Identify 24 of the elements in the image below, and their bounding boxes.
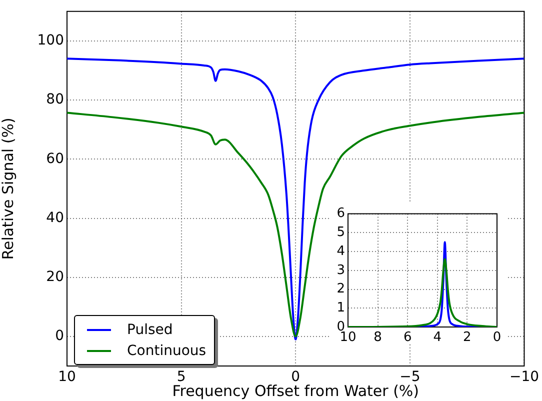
x-tick-label: 8 [374,330,382,346]
x-tick-label: 10 [58,369,76,386]
y-tick-label: 4 [336,244,345,259]
x-tick-label: 6 [403,330,412,346]
y-tick-label: 3 [336,262,345,278]
y-tick-label: 60 [46,150,64,167]
legend-label: Continuous [127,342,206,358]
line-series [348,258,497,327]
line-series [67,58,524,340]
y-axis-title: Relative Signal (%) [0,118,17,260]
y-tick-label: 20 [46,268,64,285]
y-tick-label: 40 [46,210,64,226]
y-tick-label: 1 [336,300,345,316]
y-tick-label: 2 [336,282,345,297]
x-tick-label: 4 [433,330,442,346]
y-tick-label: 6 [336,206,345,222]
y-tick-label: 100 [37,32,64,49]
y-tick-label: 5 [336,225,345,240]
legend-label: Pulsed [127,322,173,338]
y-tick-label: 80 [46,92,64,108]
x-tick-label: 10 [340,330,356,346]
x-tick-label: 0 [492,330,502,346]
x-tick-label: 2 [463,330,472,346]
x-tick-label: −10 [509,369,539,386]
